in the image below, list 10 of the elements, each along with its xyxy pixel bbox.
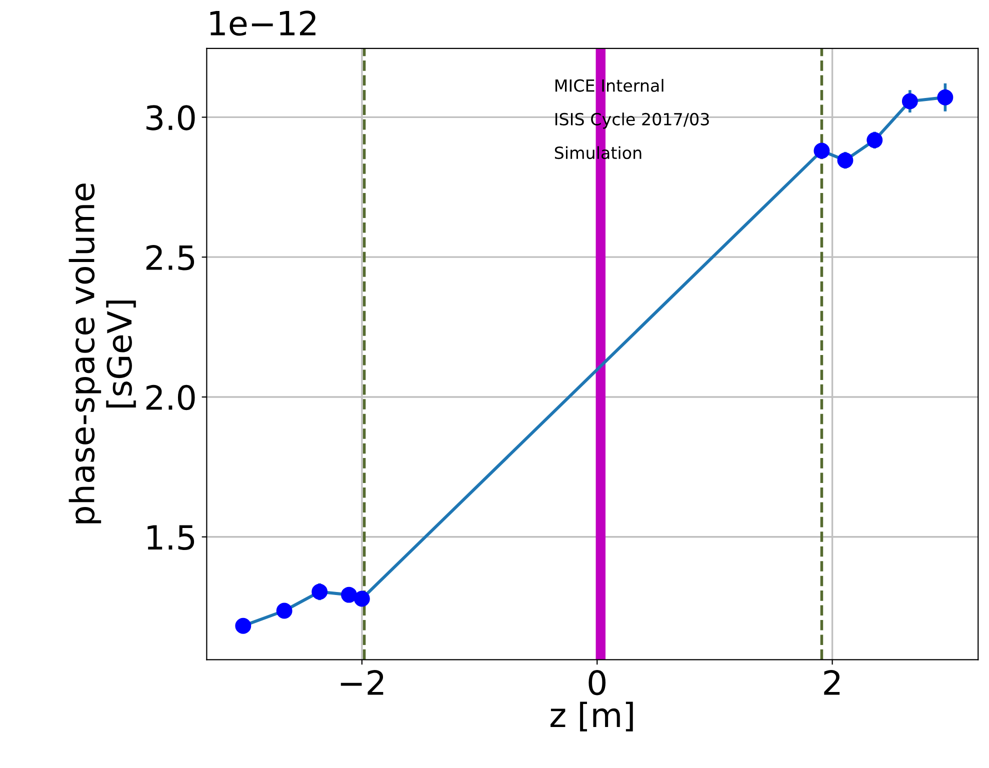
x-axis-title: z [m] <box>550 702 633 732</box>
y-tick-label: 1.5 <box>148 525 194 550</box>
y-axis-title: phase-space volume [sGeV] <box>68 184 136 524</box>
x-tick-label: −2 <box>340 670 384 695</box>
text: 1e−12 <box>210 10 316 36</box>
x-tick-label: 2 <box>824 670 840 695</box>
y-tick-label: 2.5 <box>146 245 194 270</box>
x-tick-label: 0 <box>588 670 606 696</box>
y-tick-label: 3.0 <box>146 105 195 130</box>
y-tick-label: 2.0 <box>146 384 195 410</box>
